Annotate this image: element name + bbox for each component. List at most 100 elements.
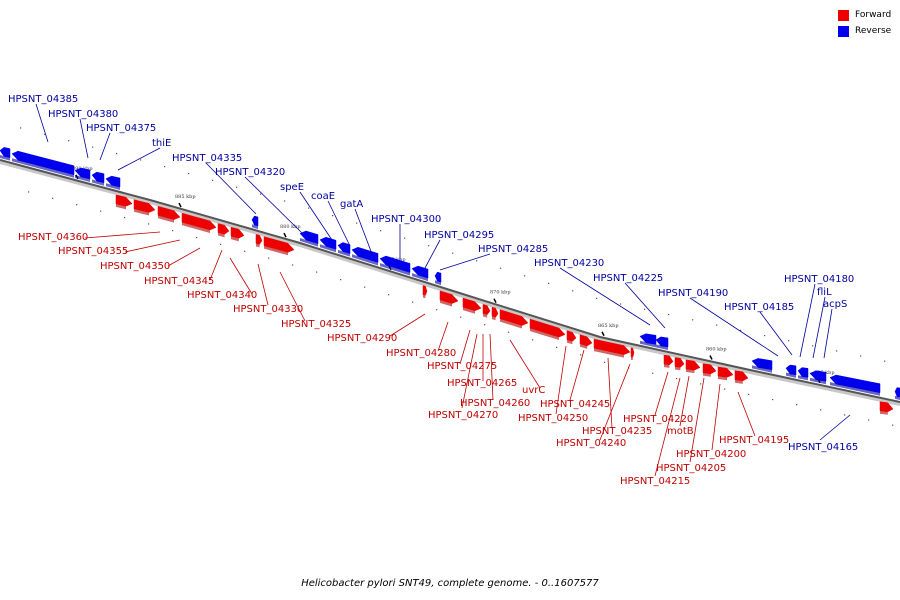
reverse-gene-arrow-shade bbox=[810, 377, 826, 385]
gene-label: HPSNT_04185 bbox=[724, 302, 794, 313]
minor-tick bbox=[236, 186, 238, 188]
forward-gene-arrow bbox=[263, 236, 295, 253]
leader-line bbox=[607, 357, 613, 429]
reverse-gene-arrow-shade bbox=[798, 375, 808, 381]
minor-tick bbox=[548, 282, 550, 284]
minor-tick bbox=[124, 216, 126, 219]
forward-gene-arrow bbox=[579, 334, 593, 347]
gene-label: uvrC bbox=[522, 385, 545, 396]
minor-tick bbox=[892, 424, 894, 426]
scale-tick-mark bbox=[283, 232, 287, 238]
minor-tick bbox=[556, 346, 558, 348]
legend-reverse: Reverse bbox=[838, 24, 891, 38]
gene-label: HPSNT_04355 bbox=[58, 246, 128, 257]
reverse-gene-arrow-shade bbox=[300, 238, 318, 247]
minor-tick bbox=[644, 308, 646, 310]
gene-label: fliL bbox=[817, 287, 832, 298]
scale-tick-mark bbox=[178, 202, 182, 208]
leader-line bbox=[459, 329, 471, 365]
minor-tick bbox=[292, 264, 294, 266]
forward-gene-arrow bbox=[663, 354, 674, 366]
minor-tick bbox=[52, 197, 54, 199]
leader-line bbox=[354, 208, 373, 255]
forward-gene-arrow bbox=[879, 401, 894, 413]
minor-tick bbox=[868, 419, 870, 421]
forward-gene-arrow bbox=[439, 290, 459, 304]
leader-line bbox=[559, 267, 651, 326]
gene-label: motB bbox=[667, 426, 694, 437]
gene-label: HPSNT_04250 bbox=[518, 413, 588, 424]
reverse-gene-arrow-shade bbox=[656, 344, 668, 350]
leader-line bbox=[257, 263, 269, 306]
minor-tick bbox=[532, 339, 534, 341]
leader-line bbox=[812, 296, 826, 359]
minor-tick bbox=[436, 309, 438, 311]
gene-label: HPSNT_04270 bbox=[428, 410, 498, 421]
leader-line bbox=[439, 253, 491, 271]
minor-tick bbox=[44, 133, 46, 135]
minor-tick bbox=[268, 257, 270, 259]
leader-line bbox=[99, 132, 111, 161]
leader-line bbox=[205, 162, 257, 215]
scale-tick-label: 860 kbp bbox=[706, 347, 727, 353]
forward-gene-arrow-shade bbox=[580, 343, 588, 349]
minor-tick bbox=[596, 297, 598, 299]
forward-gene-arrow bbox=[230, 226, 245, 239]
forward-gene-arrow bbox=[133, 199, 156, 213]
leader-line bbox=[509, 339, 541, 389]
reverse-gene-arrow bbox=[251, 215, 259, 227]
reverse-gene-arrow-shade bbox=[752, 365, 772, 373]
forward-gene-arrow-shade bbox=[423, 294, 426, 299]
forward-gene-arrow bbox=[115, 194, 133, 207]
minor-tick bbox=[244, 250, 246, 252]
minor-tick bbox=[788, 340, 790, 342]
leader-line bbox=[461, 333, 478, 409]
gene-label: HPSNT_04215 bbox=[620, 476, 690, 487]
leader-line bbox=[654, 377, 681, 477]
forward-gene-arrow-shade bbox=[664, 364, 670, 368]
minor-tick bbox=[524, 275, 526, 277]
minor-tick bbox=[148, 223, 150, 225]
backbone-line bbox=[0, 159, 900, 403]
minor-tick bbox=[836, 350, 838, 352]
minor-tick bbox=[364, 286, 366, 288]
leader-line bbox=[79, 118, 89, 159]
minor-tick bbox=[452, 252, 454, 254]
leader-line bbox=[229, 257, 253, 295]
leader-line bbox=[711, 383, 721, 451]
forward-gene-arrow bbox=[566, 330, 577, 342]
minor-tick bbox=[580, 354, 582, 356]
leader-line bbox=[819, 414, 851, 441]
legend: Forward Reverse bbox=[838, 8, 891, 40]
gene-label: speE bbox=[280, 182, 304, 193]
minor-tick bbox=[484, 324, 486, 326]
leader-line bbox=[555, 345, 567, 415]
leader-line bbox=[569, 349, 585, 401]
leader-line bbox=[437, 321, 449, 352]
minor-tick bbox=[164, 166, 166, 168]
forward-gene-arrow-shade bbox=[440, 299, 452, 307]
minor-tick bbox=[884, 360, 886, 362]
reverse-gene-arrow-shade bbox=[352, 254, 378, 266]
minor-tick bbox=[412, 301, 414, 303]
reverse-gene-arrow-shade bbox=[786, 372, 796, 378]
minor-tick bbox=[404, 237, 406, 239]
gene-label: HPSNT_04240 bbox=[556, 438, 626, 449]
leader-line bbox=[737, 391, 756, 437]
reverse-gene-arrow-shade bbox=[92, 179, 104, 186]
forward-gene-arrow-shade bbox=[483, 313, 488, 318]
forward-gene-arrow-shade bbox=[182, 222, 210, 233]
forward-gene-arrow-shade bbox=[567, 339, 573, 345]
minor-tick bbox=[100, 210, 102, 212]
minor-tick bbox=[388, 294, 390, 296]
minor-tick bbox=[220, 243, 222, 245]
reverse-gene-arrow-shade bbox=[106, 183, 120, 190]
minor-tick bbox=[844, 414, 846, 416]
forward-gene-arrow-shade bbox=[735, 379, 743, 384]
minor-tick bbox=[188, 172, 190, 175]
forward-gene-arrow-shade bbox=[631, 356, 633, 361]
minor-tick bbox=[724, 388, 726, 390]
reverse-gene-arrow-shade bbox=[830, 382, 880, 396]
